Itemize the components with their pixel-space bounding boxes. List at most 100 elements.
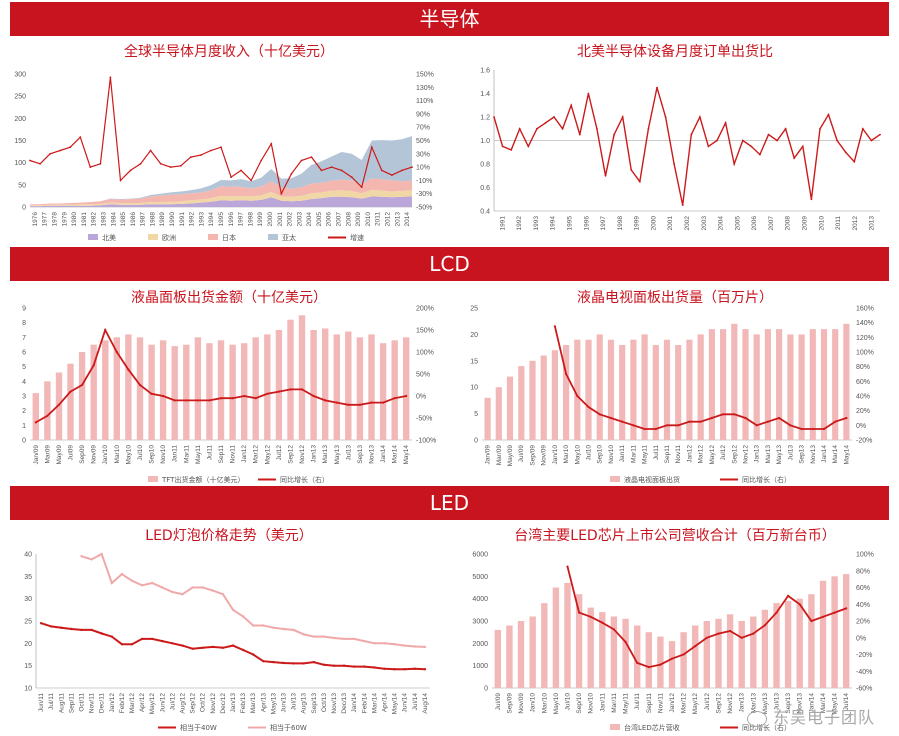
point-40w	[100, 632, 103, 635]
bar	[652, 345, 659, 440]
bar	[809, 329, 816, 440]
bar	[298, 315, 306, 440]
x-tick-label: Mar/12	[129, 693, 136, 714]
yoy-point	[335, 401, 338, 404]
y-tick-label: 0.6	[480, 185, 490, 192]
x-tick-label: Jul12	[276, 445, 283, 461]
x-tick-label: Mar/11	[611, 693, 618, 713]
y2-tick-label: 90%	[416, 111, 430, 118]
y-tick-label: 30	[24, 596, 32, 603]
x-tick-label: May10	[574, 445, 581, 465]
yoy-point	[643, 427, 646, 431]
yoy-point	[659, 663, 662, 666]
y2-tick-label: 0%	[856, 423, 866, 430]
bar	[668, 641, 676, 688]
x-tick-label: Sep/13	[311, 693, 318, 714]
x-tick-label: 1983	[100, 212, 107, 227]
book-to-bill-point	[604, 174, 607, 177]
yoy-point	[775, 611, 778, 614]
bar	[619, 345, 626, 440]
x-tick-label: Dec/13	[341, 693, 348, 714]
x-tick-label: 2012	[385, 212, 392, 227]
x-tick-label: Jul10	[137, 445, 144, 461]
bar	[607, 339, 615, 440]
x-tick-label: Jan/10	[552, 445, 559, 465]
x-tick-label: Sep13	[799, 445, 806, 464]
y-tick-label: 15	[470, 358, 478, 365]
book-to-bill-point	[801, 145, 804, 148]
x-tick-label: Mar/09	[496, 445, 503, 466]
y2-tick-label: -50%	[416, 416, 432, 423]
y-tick-label: 1000	[472, 663, 488, 670]
bar	[564, 583, 571, 688]
x-tick-label: Sep/13	[785, 693, 792, 714]
growth-point	[401, 169, 403, 172]
x-tick-label: Jun/14	[402, 693, 409, 713]
x-tick-label: Mar10	[114, 445, 121, 464]
yoy-point	[69, 390, 72, 393]
y2-tick-label: 100%	[856, 552, 874, 559]
legend-swatch	[88, 234, 98, 240]
yoy-point	[382, 401, 385, 404]
book-to-bill-point	[527, 145, 530, 148]
x-tick-label: Aug/12	[179, 693, 186, 714]
yoy-point	[277, 390, 280, 393]
x-tick-label: 2005	[316, 212, 323, 227]
bar	[551, 350, 558, 440]
x-tick-label: Feb/12	[119, 693, 126, 714]
yoy-point	[370, 401, 373, 404]
x-tick-label: Sep/11	[68, 693, 75, 714]
x-tick-label: May/09	[507, 445, 514, 467]
x-tick-label: 1997	[238, 212, 245, 227]
x-tick-label: 2013	[869, 216, 876, 231]
x-tick-label: Nov/11	[89, 693, 96, 713]
x-tick-label: Jul/12	[704, 693, 711, 711]
yoy-point	[755, 424, 758, 427]
bar	[322, 328, 329, 440]
chart-title: 台湾主要LED芯片上市公司营收合计（百万新台币）	[514, 527, 835, 544]
yoy-point	[665, 424, 669, 427]
x-tick-label: May/11	[623, 693, 630, 714]
yoy-point	[231, 397, 234, 400]
growth-point	[300, 159, 303, 162]
legend-label: 欧洲	[162, 233, 176, 242]
bar	[494, 629, 501, 688]
y-tick-label: 20	[24, 641, 32, 648]
yoy-point	[821, 615, 825, 618]
series-60w	[81, 552, 425, 648]
x-tick-label: Oct/11	[78, 693, 85, 712]
x-tick-label: 1989	[159, 212, 166, 227]
yoy-point	[81, 383, 84, 387]
yoy-point	[670, 657, 674, 660]
y-tick-label: 6	[22, 350, 26, 357]
y-tick-label: 300	[14, 72, 26, 79]
bar	[753, 334, 760, 440]
y2-tick-label: -20%	[856, 438, 872, 445]
x-tick-label: 2012	[852, 216, 859, 231]
growth-point	[320, 169, 323, 172]
x-tick-label: 2000	[650, 216, 657, 231]
legend-label: 增速	[350, 233, 364, 242]
x-tick-label: 1998	[247, 212, 254, 227]
x-tick-label: Aug/14	[422, 693, 429, 714]
growth-point	[391, 174, 393, 177]
point-40w	[181, 644, 184, 647]
point-40w	[342, 664, 346, 667]
book-to-bill-point	[844, 151, 847, 154]
point-40w	[140, 637, 144, 641]
point-60w	[353, 637, 356, 641]
y2-tick-label: 70%	[416, 125, 430, 132]
point-40w	[363, 665, 366, 668]
bar	[820, 329, 828, 440]
yoy-point	[636, 661, 639, 664]
bar	[264, 334, 271, 440]
y-tick-label: 25	[470, 306, 478, 313]
x-tick-label: Jun/12	[159, 693, 166, 713]
yoy-point	[254, 397, 257, 400]
x-tick-label: Mar12	[253, 445, 260, 464]
x-tick-label: May/14	[392, 693, 399, 715]
x-tick-label: Sep/12	[190, 693, 197, 714]
bar	[506, 625, 513, 688]
x-tick-label: 1981	[81, 212, 88, 227]
yoy-point	[347, 403, 350, 406]
